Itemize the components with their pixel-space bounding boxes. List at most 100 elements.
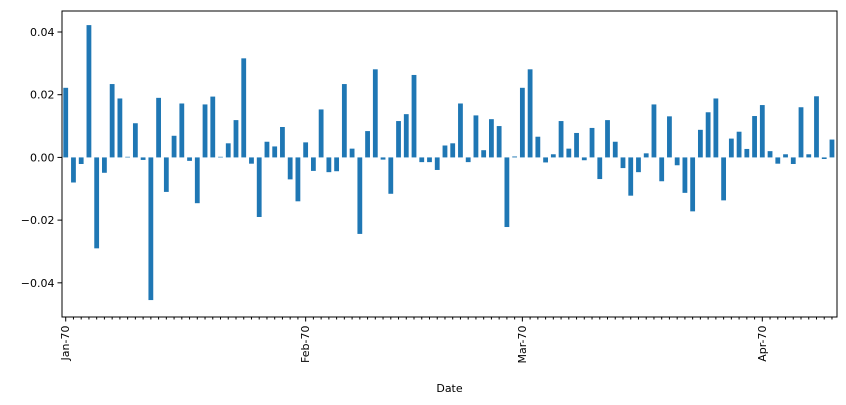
bar — [814, 96, 819, 158]
bar — [674, 157, 680, 166]
bar — [713, 98, 719, 158]
bar — [194, 157, 200, 204]
bar — [651, 104, 657, 158]
bar — [829, 139, 835, 158]
y-tick-label: −0.04 — [21, 277, 55, 290]
bar — [210, 96, 216, 158]
bar — [318, 109, 324, 158]
bar — [659, 157, 665, 182]
plot-border — [61, 10, 838, 318]
bar — [171, 135, 177, 158]
bar — [132, 123, 138, 158]
bar — [357, 157, 363, 234]
bar — [643, 153, 649, 158]
bar — [759, 105, 765, 158]
bar — [473, 115, 479, 158]
y-tick-label: −0.02 — [21, 214, 55, 227]
x-tick-label: Apr-70 — [756, 326, 769, 362]
bar — [94, 157, 100, 249]
bar — [380, 157, 386, 160]
bar — [612, 141, 618, 158]
bar — [767, 151, 773, 158]
bar — [71, 157, 76, 183]
x-axis-title: Date — [436, 382, 463, 395]
bar — [140, 157, 146, 160]
bar — [535, 136, 541, 158]
bar — [372, 69, 378, 158]
bar — [798, 107, 804, 158]
bar — [728, 138, 734, 158]
bar — [481, 150, 487, 158]
bar — [156, 97, 161, 158]
bar — [775, 157, 781, 164]
bar — [442, 145, 448, 158]
bar — [109, 84, 115, 158]
bar — [489, 119, 494, 158]
bar — [148, 157, 154, 301]
bar — [512, 156, 518, 158]
y-tick-label: 0.02 — [30, 89, 55, 102]
bar — [543, 157, 548, 163]
bar — [721, 157, 727, 201]
bar — [744, 148, 750, 158]
bar — [295, 157, 301, 202]
x-tick-label: Feb-70 — [299, 326, 312, 363]
bar — [310, 157, 316, 171]
x-tick-label: Mar-70 — [516, 326, 529, 364]
bar — [450, 143, 456, 158]
bar — [102, 157, 107, 173]
bar — [605, 120, 610, 158]
bar — [396, 121, 401, 158]
bar — [821, 157, 827, 159]
bar — [86, 25, 92, 158]
bar — [527, 69, 533, 158]
bar — [125, 156, 131, 158]
bar — [78, 157, 84, 164]
bar — [256, 157, 262, 217]
bar — [179, 103, 185, 158]
bar — [233, 120, 239, 158]
bar — [163, 157, 169, 192]
bar — [581, 157, 587, 161]
bar — [736, 131, 742, 158]
bar — [249, 157, 254, 164]
bar — [434, 157, 440, 170]
bar — [697, 129, 703, 158]
bar — [202, 104, 208, 158]
bar — [403, 114, 409, 158]
bar — [790, 157, 796, 164]
bar — [690, 157, 696, 212]
bar — [326, 157, 332, 173]
bar — [465, 157, 471, 163]
bar — [682, 157, 688, 193]
bar — [264, 141, 270, 158]
bar — [365, 131, 370, 158]
bar — [705, 112, 711, 158]
bar — [63, 87, 69, 158]
y-tick-label: 0.00 — [30, 151, 55, 164]
bar — [388, 157, 394, 194]
bar — [628, 157, 634, 196]
bar — [272, 146, 278, 158]
bar — [427, 157, 432, 163]
bar — [597, 157, 603, 180]
bar — [620, 157, 626, 169]
bar — [519, 87, 525, 158]
bar — [225, 143, 231, 158]
bar — [218, 156, 223, 158]
y-tick-label: 0.04 — [30, 26, 55, 39]
bar — [349, 148, 355, 158]
bar — [496, 126, 502, 158]
bar — [574, 132, 579, 158]
bar — [458, 103, 463, 158]
bar — [550, 154, 556, 158]
bar — [303, 142, 309, 158]
bar — [589, 127, 595, 158]
bar — [419, 157, 425, 163]
bar — [117, 98, 123, 158]
bar — [806, 154, 812, 158]
x-tick-label: Jan-70 — [59, 326, 72, 362]
